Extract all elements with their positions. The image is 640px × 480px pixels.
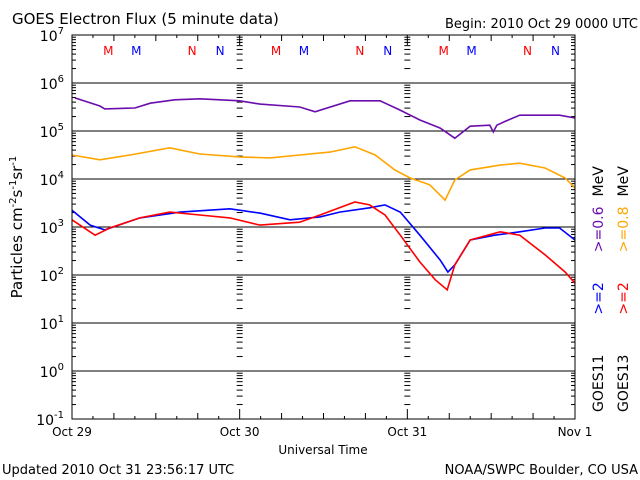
series-line-goes13-ge2 <box>71 201 576 292</box>
marker-m: M <box>131 44 141 58</box>
y-tick-label: 103 <box>40 218 64 237</box>
series-line-goes11-ge0.6 <box>74 97 576 140</box>
source-credit: NOAA/SWPC Boulder, CO USA <box>445 463 638 478</box>
series-line-goes11-ge2 <box>71 204 576 274</box>
axis-ticks <box>71 35 576 420</box>
marker-m: M <box>438 44 448 58</box>
series-lines <box>71 97 576 292</box>
y-tick-label: 104 <box>40 170 64 189</box>
y-tick-labels: 107 106 105 104 103 102 101 100 10-1 <box>36 26 64 429</box>
x-tick-labels: Oct 29 Oct 30 Oct 31 Nov 1 <box>52 425 592 439</box>
chart-title: GOES Electron Flux (5 minute data) <box>12 10 279 28</box>
y-tick-label: 101 <box>40 314 64 333</box>
marker-n: N <box>188 44 197 58</box>
legend: GOES11>=2>=0.6MeV GOES13>=2>=0.8MeV <box>591 166 632 412</box>
marker-m: M <box>299 44 309 58</box>
x-tick-label: Oct 31 <box>387 425 427 439</box>
grid <box>72 82 575 372</box>
y-tick-label: 106 <box>40 74 64 93</box>
y-tick-label: 100 <box>40 362 64 381</box>
x-tick-label: Nov 1 <box>558 425 593 439</box>
marker-m: M <box>271 44 281 58</box>
y-tick-label: 107 <box>40 26 64 45</box>
marker-m: M <box>466 44 476 58</box>
y-tick-label: 102 <box>40 266 64 285</box>
legend-goes11-label: GOES11>=2>=0.6MeV <box>591 166 607 412</box>
x-tick-label: Oct 30 <box>220 425 260 439</box>
x-tick-label: Oct 29 <box>52 425 92 439</box>
marker-n: N <box>523 44 532 58</box>
begin-label: Begin: 2010 Oct 29 0000 UTC <box>445 17 638 32</box>
plot-frame <box>71 34 576 420</box>
marker-n: N <box>383 44 392 58</box>
marker-n: N <box>551 44 560 58</box>
updated-timestamp: Updated 2010 Oct 31 23:56:17 UTC <box>2 463 234 478</box>
marker-n: N <box>355 44 364 58</box>
series-line-goes13-ge0.8 <box>71 145 576 202</box>
marker-n: N <box>216 44 225 58</box>
marker-m: M <box>103 44 113 58</box>
y-axis-label: Particles cm-2s-1sr-1 <box>8 156 26 299</box>
y-tick-label: 10-1 <box>36 410 64 429</box>
x-axis-label: Universal Time <box>278 443 367 457</box>
legend-goes13-label: GOES13>=2>=0.8MeV <box>616 166 632 412</box>
y-tick-label: 105 <box>40 122 64 141</box>
